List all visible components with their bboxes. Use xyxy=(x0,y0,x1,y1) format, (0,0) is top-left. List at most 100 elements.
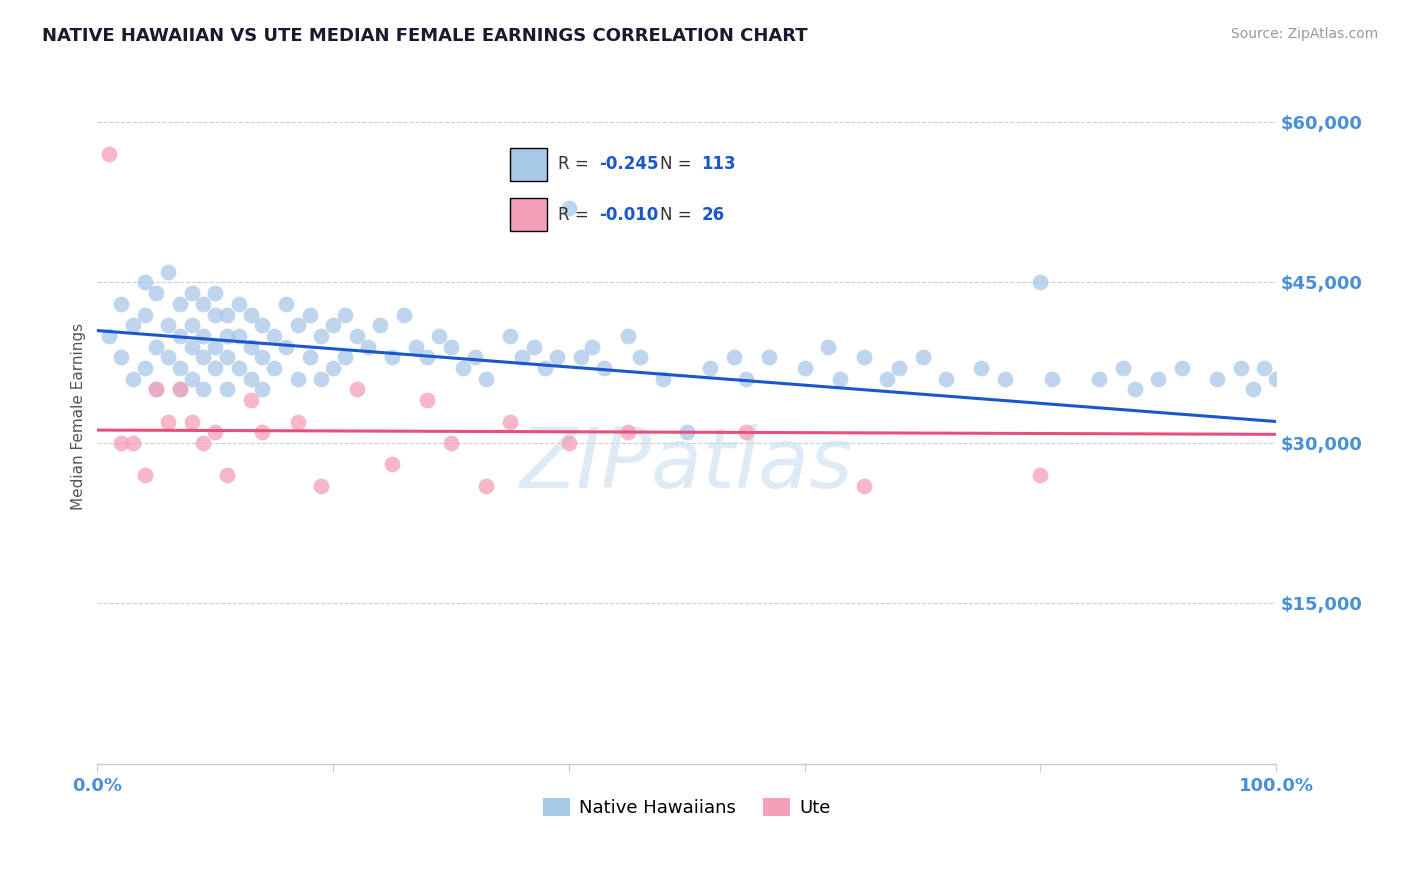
Text: ZIPatlas: ZIPatlas xyxy=(520,425,853,506)
Point xyxy=(157,318,180,333)
Point xyxy=(1277,383,1299,397)
Point xyxy=(252,383,274,397)
Point xyxy=(145,340,167,354)
Point xyxy=(617,329,640,343)
Point xyxy=(1171,361,1194,376)
Point xyxy=(193,329,215,343)
Point xyxy=(558,201,581,215)
Point xyxy=(215,351,238,365)
Point xyxy=(228,329,250,343)
Point xyxy=(475,372,498,386)
Point xyxy=(1312,372,1334,386)
Point xyxy=(169,297,191,311)
Point xyxy=(1040,372,1063,386)
Point xyxy=(427,329,450,343)
Point xyxy=(98,329,121,343)
Point xyxy=(817,340,839,354)
Point xyxy=(263,361,285,376)
Point xyxy=(758,351,780,365)
Point xyxy=(274,297,297,311)
Point xyxy=(852,351,875,365)
Point xyxy=(734,372,756,386)
Text: NATIVE HAWAIIAN VS UTE MEDIAN FEMALE EARNINGS CORRELATION CHART: NATIVE HAWAIIAN VS UTE MEDIAN FEMALE EAR… xyxy=(42,27,808,45)
Point xyxy=(1241,383,1264,397)
Point xyxy=(298,308,321,322)
Point xyxy=(110,436,132,450)
Point xyxy=(593,361,616,376)
Point xyxy=(193,351,215,365)
Point xyxy=(1088,372,1111,386)
Point xyxy=(546,351,568,365)
FancyBboxPatch shape xyxy=(510,148,547,181)
Point xyxy=(134,361,156,376)
Point xyxy=(204,361,226,376)
Point xyxy=(887,361,910,376)
Point xyxy=(416,351,439,365)
Point xyxy=(333,351,356,365)
Point xyxy=(852,479,875,493)
Point xyxy=(311,372,333,386)
Point xyxy=(1324,383,1347,397)
Point xyxy=(134,468,156,483)
Point xyxy=(169,329,191,343)
Point xyxy=(134,308,156,322)
Point xyxy=(911,351,934,365)
Point xyxy=(464,351,486,365)
Point xyxy=(793,361,815,376)
Point xyxy=(121,436,143,450)
Point xyxy=(311,329,333,343)
Point xyxy=(252,318,274,333)
Point xyxy=(252,351,274,365)
Point xyxy=(499,329,522,343)
Point xyxy=(157,351,180,365)
Point xyxy=(333,308,356,322)
Text: 113: 113 xyxy=(702,155,735,173)
Point xyxy=(368,318,391,333)
Point xyxy=(215,468,238,483)
Point xyxy=(263,329,285,343)
Point xyxy=(970,361,993,376)
Point xyxy=(121,318,143,333)
Point xyxy=(204,340,226,354)
Point xyxy=(180,372,202,386)
Point xyxy=(180,340,202,354)
Point xyxy=(145,383,167,397)
Point xyxy=(935,372,957,386)
Point xyxy=(1265,372,1288,386)
Text: 26: 26 xyxy=(702,206,724,224)
Point xyxy=(274,340,297,354)
Point xyxy=(1229,361,1251,376)
Point xyxy=(169,383,191,397)
Point xyxy=(381,458,404,472)
Point xyxy=(734,425,756,440)
Point xyxy=(193,436,215,450)
Point xyxy=(510,351,533,365)
Point xyxy=(157,265,180,279)
Point xyxy=(994,372,1017,386)
Text: N =: N = xyxy=(659,206,696,224)
Point xyxy=(322,361,344,376)
Point xyxy=(98,147,121,161)
Point xyxy=(440,436,463,450)
Point xyxy=(145,286,167,301)
Point xyxy=(134,276,156,290)
Point xyxy=(239,393,262,408)
Point xyxy=(169,383,191,397)
Point xyxy=(1288,361,1310,376)
Point xyxy=(180,286,202,301)
Text: R =: R = xyxy=(558,155,593,173)
Point xyxy=(346,329,368,343)
Point xyxy=(193,383,215,397)
Point xyxy=(522,340,544,354)
Text: Source: ZipAtlas.com: Source: ZipAtlas.com xyxy=(1230,27,1378,41)
Point xyxy=(617,425,640,440)
Point xyxy=(204,425,226,440)
Point xyxy=(287,372,309,386)
Point xyxy=(405,340,427,354)
Point xyxy=(392,308,415,322)
Point xyxy=(145,383,167,397)
Point xyxy=(628,351,651,365)
Point xyxy=(228,361,250,376)
Point xyxy=(723,351,745,365)
Point xyxy=(451,361,474,376)
